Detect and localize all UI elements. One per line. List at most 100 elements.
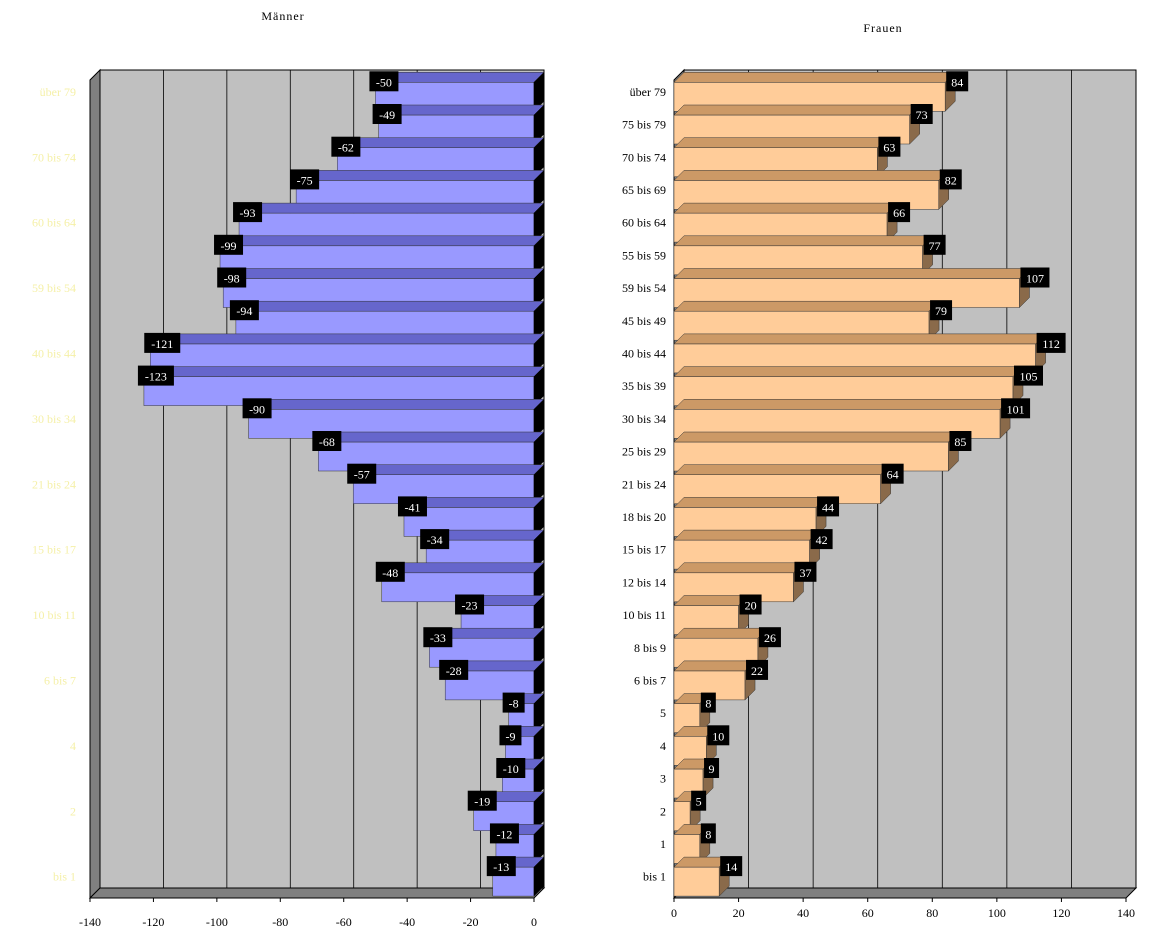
bar-top xyxy=(673,268,1031,279)
data-label: 37 xyxy=(799,566,811,580)
x-tick-label: 60 xyxy=(862,906,874,920)
bar-bis-1 xyxy=(673,856,730,897)
data-label: 79 xyxy=(935,304,947,318)
data-label: 8 xyxy=(705,697,711,711)
bar-end xyxy=(533,627,545,668)
data-label: -8 xyxy=(509,697,519,711)
category-label: 10 bis 11 xyxy=(32,608,76,622)
category-label: 2 xyxy=(660,804,666,818)
category-label: 40 bis 44 xyxy=(32,346,76,360)
bar-top xyxy=(673,202,898,214)
data-label-box xyxy=(720,856,743,877)
data-label-box xyxy=(930,300,953,321)
data-label: 10 xyxy=(712,729,724,743)
bar-top xyxy=(352,464,545,475)
data-label-box xyxy=(420,529,450,550)
bar-end xyxy=(533,464,545,505)
data-label-box xyxy=(331,136,361,157)
category-label: 30 bis 34 xyxy=(622,412,666,426)
category-label: 4 xyxy=(70,739,76,753)
side-wall xyxy=(89,68,101,900)
bar-end xyxy=(533,823,545,865)
x-tick-label: -100 xyxy=(206,915,228,929)
bar-end xyxy=(533,235,545,276)
data-label-box xyxy=(888,202,911,223)
data-label-box xyxy=(878,136,901,157)
category-label: 15 bis 17 xyxy=(32,543,76,557)
data-label-box xyxy=(467,790,497,811)
category-label: 8 bis 9 xyxy=(634,641,666,655)
bar-end xyxy=(533,104,545,145)
bar-front xyxy=(673,866,720,897)
data-label: -33 xyxy=(430,631,446,645)
category-label: 6 bis 7 xyxy=(44,673,76,687)
bar-top xyxy=(673,235,934,247)
data-label: -62 xyxy=(338,141,354,155)
data-label: -13 xyxy=(493,860,509,874)
bar-top xyxy=(235,300,545,312)
category-label: 5 xyxy=(660,706,666,720)
data-label: 9 xyxy=(709,762,715,776)
data-label-box xyxy=(700,823,716,844)
bar-end xyxy=(533,856,545,897)
x-tick-label: 0 xyxy=(671,906,677,920)
data-label: 5 xyxy=(696,795,702,809)
data-label: -68 xyxy=(319,435,335,449)
category-label: 21 bis 24 xyxy=(32,477,76,491)
data-label-box xyxy=(375,561,405,582)
data-label-box xyxy=(312,431,342,451)
data-label-box xyxy=(1001,398,1031,419)
bar-end xyxy=(533,300,545,341)
bar-end xyxy=(533,365,545,407)
data-label: -48 xyxy=(382,566,398,580)
category-label: 35 bis 39 xyxy=(622,379,666,393)
data-label: 105 xyxy=(1020,370,1038,384)
x-tick-label: 40 xyxy=(797,906,809,920)
category-label: bis 1 xyxy=(53,870,76,884)
bar-top xyxy=(673,300,940,312)
bar-end xyxy=(533,333,545,374)
category-label: bis 1 xyxy=(643,870,666,884)
data-label: 14 xyxy=(725,860,737,874)
data-label: -49 xyxy=(379,108,395,122)
data-label-box xyxy=(910,104,933,124)
category-label: 15 bis 17 xyxy=(622,543,666,557)
data-label: -23 xyxy=(462,599,478,613)
category-label: 40 bis 44 xyxy=(622,346,666,360)
data-label-box xyxy=(369,71,399,92)
data-label: 112 xyxy=(1042,337,1060,351)
data-label-box xyxy=(700,692,716,713)
data-label: 66 xyxy=(893,206,905,220)
bar-top xyxy=(377,104,545,116)
data-label: 42 xyxy=(816,533,828,547)
bar-end xyxy=(533,267,545,309)
bar-top xyxy=(673,529,821,541)
bar-end xyxy=(533,562,545,603)
bar-top xyxy=(247,399,545,410)
x-tick-label: -40 xyxy=(399,915,415,929)
category-label: 75 bis 79 xyxy=(622,118,666,132)
category-label: 21 bis 24 xyxy=(622,477,666,491)
data-label-box xyxy=(229,300,259,321)
data-label-box xyxy=(946,71,969,92)
category-label: 1 xyxy=(660,837,666,851)
bar-top xyxy=(673,431,960,443)
data-label: 22 xyxy=(751,664,763,678)
data-label-box xyxy=(455,594,485,615)
data-label: -19 xyxy=(474,795,490,809)
x-tick-label: 20 xyxy=(733,906,745,920)
data-label-box xyxy=(496,758,526,778)
data-label: -123 xyxy=(145,370,167,384)
data-label-box xyxy=(242,398,272,419)
category-label: 55 bis 59 xyxy=(622,248,666,262)
data-label-box xyxy=(794,561,817,582)
data-label-box xyxy=(739,594,762,615)
bar-top xyxy=(673,562,805,574)
chart-title: Männer xyxy=(261,9,304,23)
x-tick-label: -80 xyxy=(272,915,288,929)
category-label: 60 bis 64 xyxy=(622,216,666,230)
data-label: 26 xyxy=(764,631,776,645)
category-label: über 79 xyxy=(40,85,76,99)
bar-end xyxy=(533,529,545,570)
